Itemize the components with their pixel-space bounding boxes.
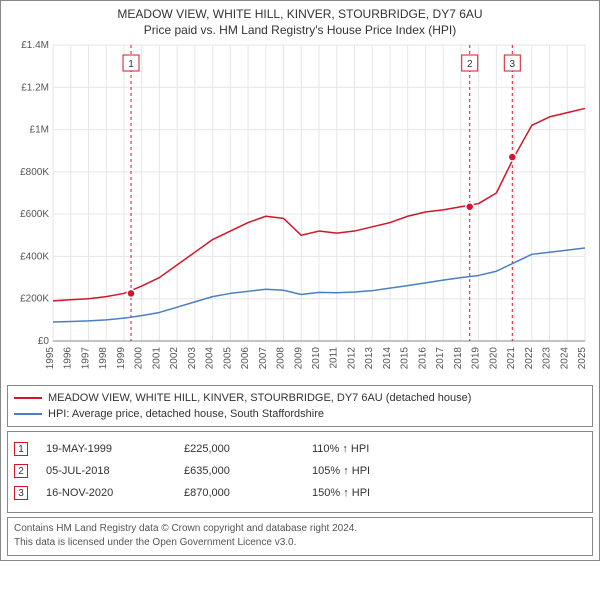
event-row: 2 05-JUL-2018 £635,000 105% ↑ HPI: [14, 460, 586, 482]
svg-text:£800K: £800K: [20, 167, 49, 178]
svg-text:£600K: £600K: [20, 209, 49, 220]
chart-title-sub: Price paid vs. HM Land Registry's House …: [7, 23, 593, 37]
event-date: 19-MAY-1999: [46, 443, 166, 455]
chart-container: MEADOW VIEW, WHITE HILL, KINVER, STOURBR…: [0, 0, 600, 561]
svg-text:£0: £0: [38, 336, 50, 347]
legend-label-hpi: HPI: Average price, detached house, Sout…: [48, 408, 324, 420]
svg-text:2001: 2001: [151, 347, 162, 370]
events-table: 1 19-MAY-1999 £225,000 110% ↑ HPI 2 05-JUL-20…: [7, 431, 593, 513]
svg-text:2000: 2000: [134, 347, 145, 370]
svg-text:2012: 2012: [346, 347, 357, 370]
svg-text:2016: 2016: [417, 347, 428, 370]
legend-swatch-property: [14, 397, 42, 399]
event-price: £870,000: [184, 487, 294, 499]
legend-row-hpi: HPI: Average price, detached house, Sout…: [14, 406, 586, 422]
event-row: 1 19-MAY-1999 £225,000 110% ↑ HPI: [14, 438, 586, 460]
svg-text:1: 1: [128, 59, 134, 70]
event-hpi-pct: 110% ↑ HPI: [312, 443, 369, 455]
svg-text:2019: 2019: [471, 347, 482, 370]
event-hpi-pct: 150% ↑ HPI: [312, 487, 370, 499]
svg-text:3: 3: [510, 59, 516, 70]
svg-text:2008: 2008: [276, 347, 287, 370]
svg-text:2003: 2003: [187, 347, 198, 370]
svg-text:2006: 2006: [240, 347, 251, 370]
event-date: 16-NOV-2020: [46, 487, 166, 499]
footer: Contains HM Land Registry data © Crown c…: [7, 517, 593, 556]
legend: MEADOW VIEW, WHITE HILL, KINVER, STOURBR…: [7, 385, 593, 427]
svg-text:2: 2: [467, 59, 473, 70]
event-row: 3 16-NOV-2020 £870,000 150% ↑ HPI: [14, 482, 586, 504]
svg-text:2004: 2004: [205, 347, 216, 370]
svg-text:2018: 2018: [453, 347, 464, 370]
svg-text:2002: 2002: [169, 347, 180, 370]
svg-text:2013: 2013: [364, 347, 375, 370]
event-marker-icon: 3: [14, 486, 28, 500]
plot-area: £0 £200K £400K £600K £800K £1M £1.2M £1.4M 1995 1…: [7, 41, 593, 381]
svg-text:2007: 2007: [258, 347, 269, 370]
svg-text:2021: 2021: [506, 347, 517, 370]
svg-text:2011: 2011: [329, 347, 340, 369]
event-price: £635,000: [184, 465, 294, 477]
svg-text:£400K: £400K: [20, 251, 49, 262]
footer-line1: Contains HM Land Registry data © Crown c…: [14, 522, 586, 536]
event-marker-icon: 2: [14, 464, 28, 478]
svg-text:2022: 2022: [524, 347, 535, 370]
legend-row-property: MEADOW VIEW, WHITE HILL, KINVER, STOURBR…: [14, 390, 586, 406]
plot-svg: £0 £200K £400K £600K £800K £1M £1.2M £1.4M 1995 1…: [7, 41, 591, 381]
svg-text:2025: 2025: [577, 347, 588, 370]
svg-text:2015: 2015: [400, 347, 411, 370]
footer-line2: This data is licensed under the Open Gov…: [14, 536, 586, 550]
svg-text:£200K: £200K: [20, 294, 49, 305]
chart-title-address: MEADOW VIEW, WHITE HILL, KINVER, STOURBR…: [7, 7, 593, 21]
svg-text:£1M: £1M: [30, 125, 49, 136]
legend-label-property: MEADOW VIEW, WHITE HILL, KINVER, STOURBR…: [48, 392, 471, 404]
svg-text:2014: 2014: [382, 347, 393, 370]
svg-text:2023: 2023: [542, 347, 553, 370]
legend-swatch-hpi: [14, 413, 42, 415]
svg-text:1996: 1996: [63, 347, 74, 370]
svg-text:1999: 1999: [116, 347, 127, 370]
event-price: £225,000: [184, 443, 294, 455]
svg-text:£1.2M: £1.2M: [21, 82, 49, 93]
svg-text:1997: 1997: [80, 347, 91, 370]
svg-text:2010: 2010: [311, 347, 322, 370]
svg-text:£1.4M: £1.4M: [21, 41, 49, 51]
event-marker-icon: 1: [14, 442, 28, 456]
svg-text:2024: 2024: [559, 347, 570, 370]
svg-text:2009: 2009: [293, 347, 304, 370]
svg-text:2017: 2017: [435, 347, 446, 370]
svg-text:2005: 2005: [222, 347, 233, 370]
svg-text:1998: 1998: [98, 347, 109, 370]
svg-text:2020: 2020: [488, 347, 499, 370]
event-hpi-pct: 105% ↑ HPI: [312, 465, 370, 477]
svg-text:1995: 1995: [45, 347, 56, 370]
event-date: 05-JUL-2018: [46, 465, 166, 477]
chart-titles: MEADOW VIEW, WHITE HILL, KINVER, STOURBR…: [7, 7, 593, 37]
